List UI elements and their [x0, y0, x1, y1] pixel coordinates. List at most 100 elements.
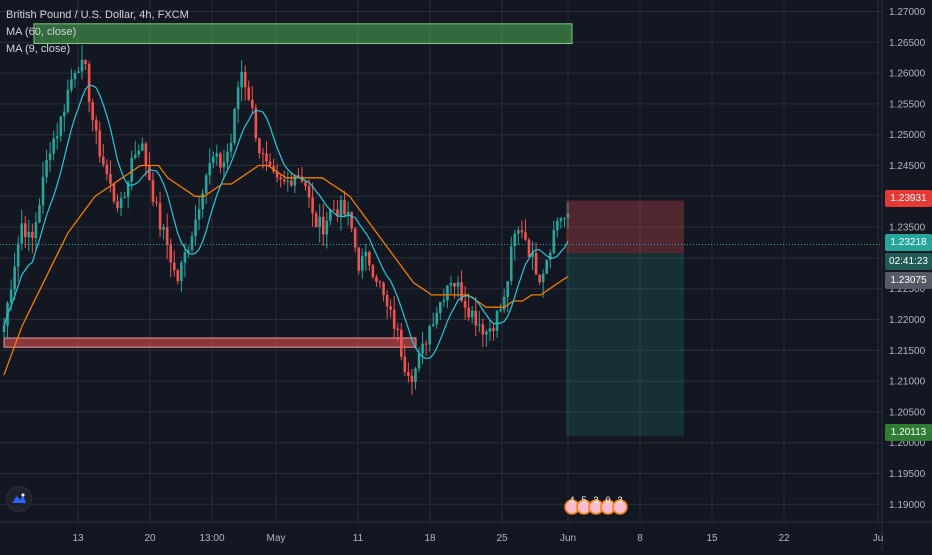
candle[interactable] [435, 306, 439, 329]
candle[interactable] [318, 203, 321, 243]
candle[interactable] [45, 149, 48, 183]
candle[interactable] [282, 170, 286, 185]
candle[interactable] [38, 198, 41, 224]
candle[interactable] [325, 211, 329, 249]
candle[interactable] [509, 236, 513, 285]
candle[interactable] [162, 223, 165, 240]
candle[interactable] [275, 164, 279, 183]
candle[interactable] [563, 217, 566, 228]
candle[interactable] [265, 141, 268, 171]
candle[interactable] [403, 344, 407, 376]
candle[interactable] [410, 368, 414, 396]
candle[interactable] [48, 142, 52, 172]
tradingview-logo[interactable] [6, 486, 32, 512]
candle[interactable] [144, 141, 148, 177]
candle[interactable] [34, 212, 38, 251]
candle[interactable] [272, 158, 275, 175]
support-zone[interactable] [3, 337, 417, 348]
candle[interactable] [215, 144, 219, 166]
candle[interactable] [247, 80, 251, 102]
candle[interactable] [371, 264, 375, 280]
candle[interactable] [119, 191, 123, 217]
candle[interactable] [211, 151, 215, 169]
candle[interactable] [375, 274, 378, 287]
candle[interactable] [552, 220, 556, 255]
candle[interactable] [229, 133, 233, 158]
candle[interactable] [148, 152, 151, 181]
symbol-title[interactable]: British Pound / U.S. Dollar, 4h, FXCM [6, 9, 189, 21]
candle[interactable] [414, 366, 417, 390]
candle[interactable] [389, 299, 392, 318]
candle[interactable] [102, 143, 105, 168]
candle[interactable] [329, 209, 332, 226]
candle[interactable] [233, 107, 236, 146]
candle[interactable] [286, 171, 290, 192]
candle[interactable] [382, 281, 385, 302]
candle[interactable] [431, 312, 435, 328]
candle[interactable] [201, 188, 204, 219]
candle[interactable] [307, 179, 311, 208]
indicator-ma60-label[interactable]: MA (60, close) [6, 26, 77, 38]
candle[interactable] [442, 289, 446, 307]
candle[interactable] [559, 216, 563, 229]
candle[interactable] [531, 241, 534, 271]
candle[interactable] [251, 86, 254, 114]
candle[interactable] [407, 362, 410, 383]
candle[interactable] [169, 238, 173, 278]
candle[interactable] [41, 161, 45, 214]
candle[interactable] [80, 45, 84, 80]
candle[interactable] [339, 195, 343, 231]
stop-loss-zone[interactable] [566, 200, 684, 254]
candle[interactable] [478, 311, 481, 332]
candle[interactable] [343, 190, 346, 217]
candle[interactable] [268, 153, 272, 167]
candle[interactable] [350, 211, 353, 233]
take-profit-zone[interactable] [566, 253, 684, 436]
candle[interactable] [517, 226, 520, 245]
candle[interactable] [506, 281, 509, 313]
candle[interactable] [219, 151, 222, 174]
candle[interactable] [446, 284, 449, 309]
candle[interactable] [73, 69, 77, 88]
candle[interactable] [187, 245, 190, 258]
candle[interactable] [513, 229, 517, 261]
candle[interactable] [527, 237, 531, 257]
candle[interactable] [346, 201, 350, 226]
candle[interactable] [502, 288, 506, 314]
candle[interactable] [485, 329, 488, 347]
candle[interactable] [314, 210, 318, 228]
event-badge[interactable]: 3 [612, 495, 628, 515]
candle[interactable] [197, 197, 201, 231]
candle[interactable] [172, 250, 176, 277]
candle[interactable] [31, 223, 34, 254]
candle[interactable] [155, 196, 158, 207]
candle[interactable] [133, 140, 137, 160]
candle[interactable] [84, 59, 87, 71]
candle[interactable] [463, 286, 467, 320]
candle[interactable] [112, 182, 116, 204]
candle[interactable] [137, 144, 141, 159]
candle[interactable] [109, 160, 112, 193]
candle[interactable] [399, 322, 403, 361]
candle[interactable] [236, 81, 240, 124]
candle[interactable] [545, 259, 549, 275]
candle[interactable] [52, 130, 55, 161]
candle[interactable] [176, 268, 180, 285]
candle[interactable] [353, 226, 357, 253]
candle[interactable] [151, 171, 155, 207]
candle[interactable] [16, 236, 20, 282]
candle[interactable] [258, 137, 261, 159]
candle[interactable] [254, 103, 258, 143]
candle[interactable] [311, 182, 314, 227]
candle[interactable] [566, 202, 570, 229]
candle[interactable] [492, 322, 495, 341]
candle[interactable] [424, 340, 428, 356]
candle[interactable] [449, 276, 453, 294]
candle[interactable] [141, 137, 144, 152]
resistance-zone[interactable] [33, 23, 573, 45]
candle[interactable] [378, 279, 382, 288]
candle[interactable] [456, 275, 460, 298]
candle[interactable] [20, 209, 24, 251]
